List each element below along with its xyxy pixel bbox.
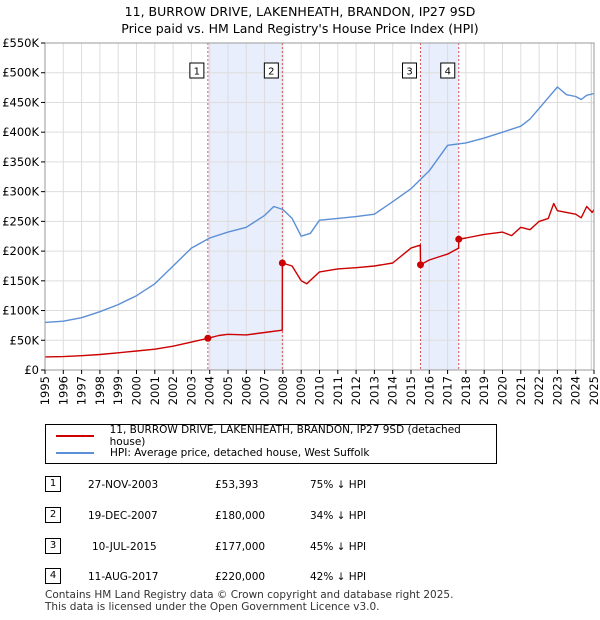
sale-number-box: 2	[45, 507, 61, 523]
y-tick-label: £550K	[2, 36, 39, 50]
x-tick-label: 2001	[148, 376, 162, 405]
y-tick-label: £500K	[2, 66, 39, 80]
x-tick-label: 2022	[532, 376, 546, 405]
sale-box-number: 1	[194, 67, 200, 78]
sale-row-4: 4 11-AUG-2017 £220,000 42% ↓ HPI	[45, 568, 405, 588]
sale-number-box: 1	[45, 476, 61, 492]
sale-price: £220,000	[215, 571, 266, 583]
legend-item-hpi: HPI: Average price, detached house, West…	[56, 445, 370, 461]
x-tick-label: 2025	[587, 376, 600, 405]
sale-label-box-1: 1	[189, 62, 205, 79]
sale-point-3	[417, 261, 425, 269]
sale-hpi-diff: 75% ↓ HPI	[310, 479, 367, 491]
sale-point-4	[455, 235, 463, 243]
sale-box-frame	[440, 62, 456, 79]
sale-box-number: 3	[406, 67, 412, 78]
x-tick-label: 2006	[239, 376, 253, 405]
property-price-line	[44, 202, 595, 358]
y-tick-label: £50K	[10, 333, 40, 347]
sale-hpi-diff: 42% ↓ HPI	[310, 571, 367, 583]
sale-box-frame	[402, 62, 418, 79]
x-tick-label: 2005	[221, 376, 235, 405]
sale-box-frame	[189, 62, 205, 79]
y-tick-label: £200K	[2, 244, 39, 258]
sale-box-number: 2	[268, 67, 274, 78]
x-tick-label: 2007	[258, 376, 272, 405]
legend-hpi-label: HPI: Average price, detached house, West…	[110, 447, 370, 459]
x-tick-label: 2008	[276, 376, 290, 405]
x-tick-label: 2015	[404, 376, 418, 405]
x-tick-label: 1996	[56, 376, 70, 405]
sale-point-1	[204, 334, 212, 342]
hpi-line	[44, 86, 595, 324]
sale-hpi-diff: 34% ↓ HPI	[310, 510, 367, 522]
sale-row-2: 2 19-DEC-2007 £180,000 34% ↓ HPI	[45, 507, 405, 527]
legend-item-property: 11, BURROW DRIVE, LAKENHEATH, BRANDON, I…	[56, 424, 496, 448]
sale-number-box: 3	[45, 538, 61, 554]
sale-price: £53,393	[215, 479, 259, 491]
sale-label-box-3: 3	[402, 62, 418, 79]
sale-number-box: 4	[45, 568, 61, 584]
x-tick-label: 2023	[550, 376, 564, 405]
y-tick-label: £400K	[2, 125, 39, 139]
sale-box-frame	[263, 62, 279, 79]
x-tick-label: 1999	[111, 376, 125, 405]
x-tick-label: 2020	[496, 376, 510, 405]
x-tick-label: 1998	[93, 376, 107, 405]
sale-label-box-4: 4	[440, 62, 456, 79]
footer-attribution: Contains HM Land Registry data © Crown c…	[45, 589, 453, 613]
x-tick-label: 2014	[386, 376, 400, 405]
x-tick-label: 2019	[477, 376, 491, 405]
sale-row-1: 1 27-NOV-2003 £53,393 75% ↓ HPI	[45, 476, 405, 496]
legend-property-label: 11, BURROW DRIVE, LAKENHEATH, BRANDON, I…	[109, 424, 461, 448]
x-tick-label: 2003	[184, 376, 198, 405]
sale-box-number: 4	[445, 67, 451, 78]
title-line-1: 11, BURROW DRIVE, LAKENHEATH, BRANDON, I…	[124, 4, 476, 19]
sale-date: 11-AUG-2017	[88, 571, 159, 583]
x-tick-label: 2016	[422, 376, 436, 405]
x-tick-label: 2012	[349, 376, 363, 405]
sale-hpi-diff: 45% ↓ HPI	[310, 541, 367, 553]
price-chart: 1 2 3 4 £0 £50K £100K £150K £200K £250K £300K £350…	[2, 36, 600, 405]
x-tick-label: 1997	[75, 376, 89, 405]
shaded-period-1	[207, 43, 283, 370]
sale-row-3: 3 10-JUL-2015 £177,000 45% ↓ HPI	[45, 538, 405, 558]
x-tick-label: 2013	[367, 376, 381, 405]
sale-date: 10-JUL-2015	[92, 541, 157, 553]
sale-price: £180,000	[215, 510, 266, 522]
x-tick-label: 2018	[459, 376, 473, 405]
y-tick-label: £100K	[2, 304, 39, 318]
x-tick-label: 1995	[38, 376, 52, 405]
y-tick-label: £350K	[2, 155, 39, 169]
hpi-line-swatch	[56, 452, 94, 454]
sale-date: 27-NOV-2003	[88, 479, 159, 491]
footer-line-2: This data is licensed under the Open Gov…	[45, 601, 380, 613]
y-tick-label: £0	[24, 363, 39, 377]
x-tick-label: 2002	[166, 376, 180, 405]
sale-label-box-2: 2	[263, 62, 279, 79]
y-tick-label: £250K	[2, 214, 39, 228]
property-line-swatch	[56, 435, 94, 437]
footer-line-1: Contains HM Land Registry data © Crown c…	[45, 589, 454, 601]
chart-legend: 11, BURROW DRIVE, LAKENHEATH, BRANDON, I…	[45, 424, 497, 464]
sale-point-2	[278, 259, 286, 267]
y-tick-label: £450K	[2, 95, 39, 109]
y-tick-label: £150K	[2, 274, 39, 288]
y-tick-label: £300K	[2, 185, 39, 199]
x-tick-label: 2024	[569, 376, 583, 405]
x-tick-label: 2010	[313, 376, 327, 405]
x-tick-label: 2017	[441, 376, 455, 405]
x-tick-label: 2021	[514, 376, 528, 405]
chart-title: 11, BURROW DRIVE, LAKENHEATH, BRANDON, I…	[0, 3, 600, 37]
title-line-2: Price paid vs. HM Land Registry's House …	[121, 21, 479, 36]
sale-price: £177,000	[215, 541, 266, 553]
sale-date: 19-DEC-2007	[88, 510, 158, 522]
x-tick-label: 2000	[130, 376, 144, 405]
shaded-period-2	[420, 43, 459, 370]
x-tick-label: 2004	[203, 376, 217, 405]
x-tick-label: 2011	[331, 376, 345, 405]
x-tick-label: 2009	[294, 376, 308, 405]
